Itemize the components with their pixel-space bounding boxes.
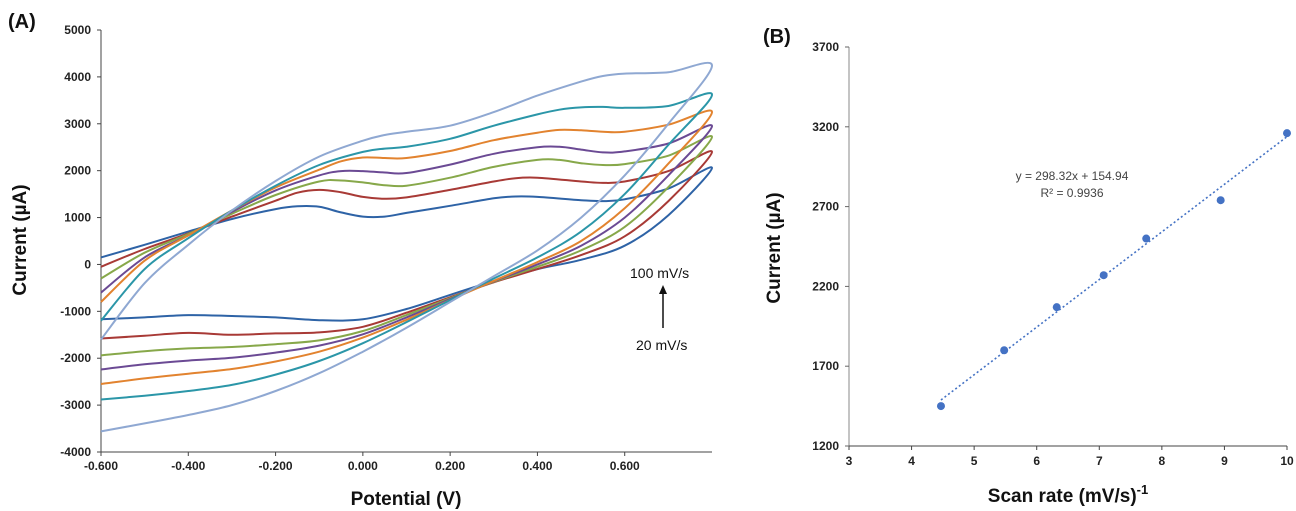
annotation-100mvs: 100 mV/s <box>630 265 689 281</box>
x-tick-label: -0.200 <box>259 459 293 473</box>
x-tick-label: 0.200 <box>435 459 465 473</box>
panel-a-x-label: Potential (V) <box>351 489 462 510</box>
trendline-equation: y = 298.32x + 154.94 <box>1016 169 1129 183</box>
y-tick-label: 2700 <box>812 200 839 214</box>
scatter-point <box>1000 346 1009 355</box>
panel-a-label: (A) <box>8 11 36 33</box>
x-tick-label: 7 <box>1096 454 1103 468</box>
x-tick-label: 3 <box>846 454 853 468</box>
y-tick-label: -1000 <box>60 304 91 318</box>
panel-a-series <box>100 61 713 433</box>
cv-curve-6 <box>100 92 713 401</box>
y-tick-label: 2200 <box>812 279 839 293</box>
y-tick-label: 1200 <box>812 439 839 453</box>
y-tick-label: -3000 <box>60 398 91 412</box>
panel-a-y-ticks: -4000 -3000 -2000 -1000 0 1000 2000 3000 4000 500… <box>60 23 101 459</box>
panel-b-trendline <box>940 136 1288 401</box>
panel-a-axes <box>100 30 712 453</box>
y-tick-label: 3700 <box>812 40 839 54</box>
x-tick-label: -0.400 <box>171 459 205 473</box>
y-tick-label: -2000 <box>60 351 91 365</box>
x-tick-label: 0.600 <box>610 459 640 473</box>
panel-b-y-label: Current (µA) <box>764 192 785 303</box>
r-squared: R² = 0.9936 <box>1040 186 1103 200</box>
scatter-point <box>1216 196 1225 205</box>
y-tick-label: 1700 <box>812 359 839 373</box>
x-tick-label: 4 <box>908 454 915 468</box>
cv-curve-1 <box>100 166 713 322</box>
scatter-point <box>936 402 945 411</box>
y-tick-label: 1000 <box>64 211 91 225</box>
scatter-point <box>1283 129 1291 138</box>
trendline <box>940 136 1288 401</box>
panel-b-x-label: Scan rate (mV/s)-1 <box>988 482 1148 507</box>
cv-curve-3 <box>100 135 713 357</box>
scatter-point <box>1142 234 1151 243</box>
cv-curve-5 <box>100 109 713 385</box>
y-tick-label: -4000 <box>60 445 91 459</box>
x-tick-label: 9 <box>1221 454 1228 468</box>
y-tick-label: 0 <box>84 257 91 271</box>
panel-b-x-label-text: Scan rate (mV/s) <box>988 486 1137 507</box>
cv-curve-4 <box>100 124 713 371</box>
cv-curve-7 <box>100 61 713 433</box>
y-tick-label: 3200 <box>812 120 839 134</box>
panel-b-y-ticks: 1200 1700 2200 2700 3200 3700 <box>812 40 849 453</box>
scan-rate-arrow-icon <box>659 285 667 328</box>
y-tick-label: 3000 <box>64 117 91 131</box>
y-tick-label: 4000 <box>64 70 91 84</box>
panel-b: (B) 3 4 5 6 7 8 9 10 1200 1700 2200 2700 3200 3700 y… <box>763 26 1294 507</box>
panel-b-x-label-sup: -1 <box>1137 482 1149 497</box>
panel-b-axes <box>848 47 1287 447</box>
y-tick-label: 5000 <box>64 23 91 37</box>
panel-a: (A) -0.600 -0.400 -0.200 0.000 0.200 0.400 0.6… <box>8 11 713 510</box>
scatter-point <box>1052 303 1061 312</box>
panel-a-x-ticks: -0.600 -0.400 -0.200 0.000 0.200 0.400 0.600 <box>84 452 640 473</box>
annotation-20mvs: 20 mV/s <box>636 337 687 353</box>
panel-a-y-label: Current (µA) <box>10 184 31 295</box>
scatter-point <box>1099 271 1108 280</box>
panel-b-x-ticks: 3 4 5 6 7 8 9 10 <box>846 446 1294 468</box>
panel-b-label: (B) <box>763 26 791 48</box>
x-tick-label: 5 <box>971 454 978 468</box>
x-tick-label: -0.600 <box>84 459 118 473</box>
x-tick-label: 0.400 <box>522 459 552 473</box>
x-tick-label: 0.000 <box>348 459 378 473</box>
panel-b-points <box>936 129 1291 411</box>
x-tick-label: 8 <box>1159 454 1166 468</box>
y-tick-label: 2000 <box>64 164 91 178</box>
x-tick-label: 6 <box>1033 454 1040 468</box>
cv-curve-2 <box>100 150 713 340</box>
x-tick-label: 10 <box>1280 454 1294 468</box>
